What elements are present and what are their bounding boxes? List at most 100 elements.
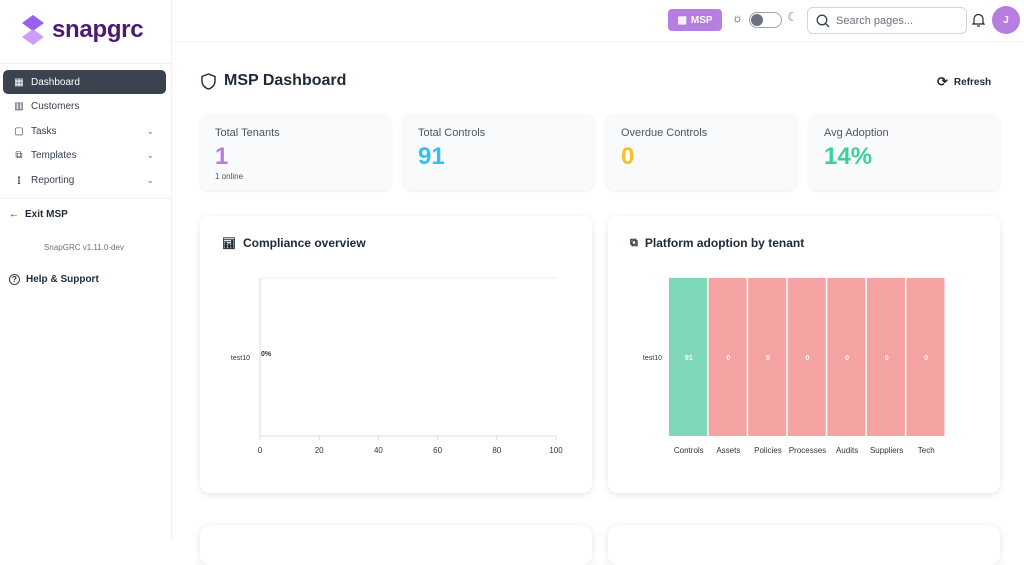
chevron-down-icon[interactable]: ⌄ xyxy=(146,125,154,136)
moon-icon: ☾ xyxy=(787,10,798,24)
sidebar-item-customers[interactable]: ▥ Customers xyxy=(3,95,166,119)
row-label: test10 xyxy=(643,355,662,362)
grid-icon: ▦ xyxy=(677,14,687,26)
page-title-text: MSP Dashboard xyxy=(224,72,347,89)
sidebar-item-dashboard[interactable]: ▦ Dashboard xyxy=(3,70,166,94)
heatmap-cell[interactable] xyxy=(827,278,866,436)
stat-label: Total Tenants xyxy=(215,127,280,139)
chevron-down-icon[interactable]: ⌄ xyxy=(146,150,154,160)
heatmap-cell[interactable] xyxy=(787,278,826,436)
column-label: Controls xyxy=(674,446,704,455)
bar-data-label: 0% xyxy=(261,351,272,358)
y-tick-label: test10 xyxy=(231,355,250,362)
help-circle-icon: ? xyxy=(9,274,20,285)
column-label: Processes xyxy=(789,446,826,455)
stat-card-total-controls: Total Controls 91 xyxy=(403,114,594,190)
cell-value: 0 xyxy=(845,355,849,362)
snapgrc-logo-icon xyxy=(22,15,44,45)
bar-chart-icon: 📊︎ xyxy=(222,237,236,250)
building-icon: ▥ xyxy=(14,101,24,112)
sun-icon: ☼ xyxy=(732,11,743,25)
theme-toggle[interactable] xyxy=(749,12,782,28)
x-tick-label: 100 xyxy=(549,446,563,455)
compliance-chart: 0 20 40 60 80 100 test10 0% xyxy=(231,277,563,455)
heatmap-cell[interactable] xyxy=(748,278,787,436)
msp-label: MSP xyxy=(690,14,713,26)
chevron-down-icon[interactable]: ⌄ xyxy=(146,174,154,185)
sidebar-item-label: Dashboard xyxy=(31,76,80,88)
clipboard-icon: ▢ xyxy=(14,125,24,137)
logo[interactable]: snapgrc xyxy=(22,15,144,45)
cell-value: 91 xyxy=(685,355,693,362)
column-label: Suppliers xyxy=(870,446,903,455)
stat-value: 14% xyxy=(824,143,873,170)
x-tick-label: 20 xyxy=(315,446,324,455)
x-tick-label: 80 xyxy=(492,446,501,455)
x-tick-label: 60 xyxy=(433,446,442,455)
card-placeholder xyxy=(608,525,1000,565)
cell-value: 0 xyxy=(726,355,730,362)
exit-msp-label: Exit MSP xyxy=(25,209,68,220)
msp-button[interactable]: ▦ MSP xyxy=(668,9,722,31)
stat-value: 91 xyxy=(418,143,445,170)
version-text: SnapGRC v1.11.0-dev xyxy=(44,243,124,252)
sidebar-item-reporting[interactable]: ⫾ Reporting ⌄ xyxy=(3,168,166,192)
stat-card-total-tenants: Total Tenants 1 1 online xyxy=(200,114,391,190)
help-support-label: Help & Support xyxy=(26,274,99,285)
arrow-left-icon: ← xyxy=(9,209,19,220)
sitemap-icon: ⧉ xyxy=(630,236,638,249)
column-label: Tech xyxy=(918,446,935,455)
x-tick-label: 0 xyxy=(258,446,263,455)
avatar[interactable]: J xyxy=(992,6,1020,34)
cell-value: 0 xyxy=(885,355,889,362)
search-input[interactable]: Search pages... xyxy=(807,7,967,34)
sidebar-item-tasks[interactable]: ▢ Tasks ⌄ xyxy=(3,119,166,143)
compliance-overview-card: 📊︎ Compliance overview 0 20 40 60 80 100 test10… xyxy=(200,216,592,493)
shield-icon xyxy=(201,72,216,90)
sidebar-item-label: Reporting xyxy=(31,174,75,186)
top-header xyxy=(172,0,1024,42)
exit-msp-link[interactable]: ← Exit MSP xyxy=(9,209,68,220)
heatmap-cell[interactable] xyxy=(669,278,708,436)
card-placeholder xyxy=(200,525,592,565)
refresh-label: Refresh xyxy=(953,76,992,88)
cell-value: 0 xyxy=(806,355,810,362)
search-icon xyxy=(816,14,830,27)
help-support-link[interactable]: ? Help & Support xyxy=(9,274,99,285)
stat-subtext: 1 online xyxy=(215,172,244,181)
bar-chart-icon: ⫾ xyxy=(17,174,21,186)
stat-label: Total Controls xyxy=(418,127,486,139)
cell-value: 0 xyxy=(766,355,770,362)
brand-name: snapgrc xyxy=(52,16,144,43)
platform-adoption-card: ⧉ Platform adoption by tenant test10 91 0 0 0… xyxy=(608,216,1000,493)
sidebar-item-label: Customers xyxy=(31,101,80,112)
sidebar-item-label: Tasks xyxy=(31,125,57,137)
compliance-title: Compliance overview xyxy=(242,236,366,250)
refresh-button[interactable]: ⟳ Refresh xyxy=(937,74,991,90)
grid-icon: ▦ xyxy=(14,76,24,88)
heatmap-cell[interactable] xyxy=(906,278,945,436)
bell-icon[interactable] xyxy=(972,13,985,27)
stat-label: Overdue Controls xyxy=(621,127,708,139)
adoption-heatmap: test10 91 0 0 0 0 0 0 Controls Assets Policies Proc… xyxy=(643,278,945,455)
stat-label: Avg Adoption xyxy=(824,127,889,139)
sidebar-item-label: Templates xyxy=(31,150,77,161)
copy-icon: ⧉ xyxy=(15,150,23,161)
heatmap-cell[interactable] xyxy=(866,278,905,436)
column-label: Assets xyxy=(716,446,740,455)
sidebar: snapgrc ▦ Dashboard ▥ Customers ▢ Tasks ⌄ ⧉ Temp… xyxy=(0,0,172,540)
sidebar-item-templates[interactable]: ⧉ Templates ⌄ xyxy=(3,144,166,168)
divider xyxy=(0,63,172,64)
stat-card-avg-adoption: Avg Adoption 14% xyxy=(809,114,1000,190)
column-label: Audits xyxy=(836,446,858,455)
refresh-icon: ⟳ xyxy=(937,74,948,89)
divider xyxy=(0,198,172,199)
cell-value: 0 xyxy=(924,355,928,362)
x-tick-label: 40 xyxy=(374,446,383,455)
stat-card-overdue-controls: Overdue Controls 0 xyxy=(606,114,797,190)
search-placeholder: Search pages... xyxy=(836,14,914,27)
adoption-title: Platform adoption by tenant xyxy=(644,236,805,250)
stat-value: 1 xyxy=(215,143,229,170)
page-title: MSP Dashboard xyxy=(201,72,346,90)
heatmap-cell[interactable] xyxy=(708,278,747,436)
